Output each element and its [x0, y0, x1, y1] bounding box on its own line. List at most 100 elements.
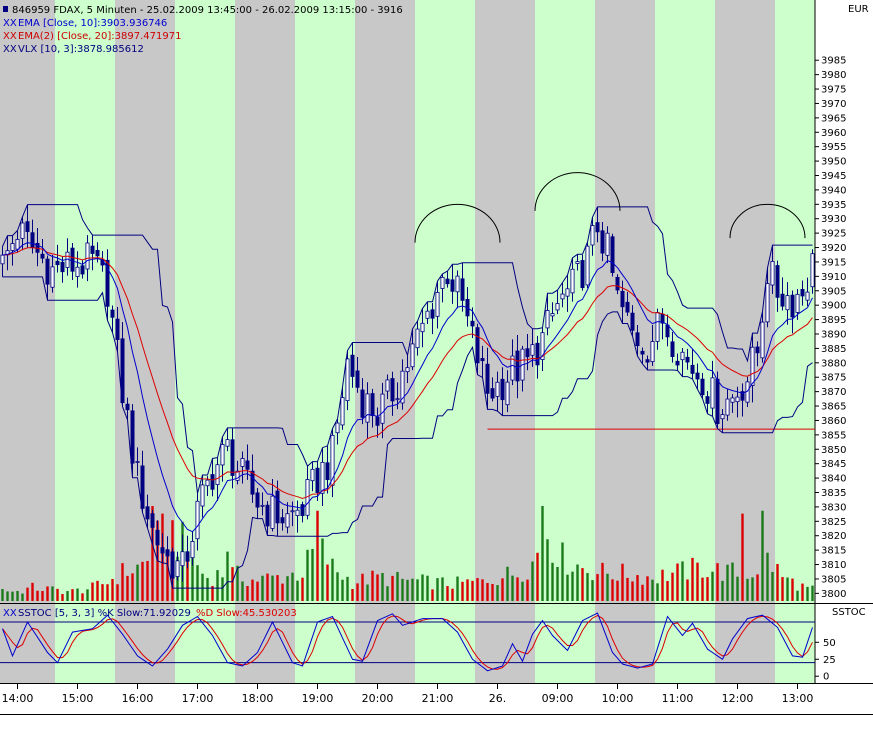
volume-bar	[106, 584, 109, 601]
candle-body	[390, 378, 395, 402]
candle-body	[195, 500, 200, 540]
candle-body	[250, 470, 255, 495]
price-tick-label: 3905	[821, 286, 846, 297]
candle	[55, 244, 60, 273]
volume-bar	[616, 580, 619, 601]
candle	[45, 255, 50, 301]
volume-bar	[391, 575, 394, 601]
candle	[110, 305, 115, 333]
volume-bar	[691, 557, 694, 601]
volume-bar	[341, 579, 344, 601]
header-marker	[3, 6, 8, 12]
candle-body	[525, 348, 530, 358]
candle	[570, 257, 575, 302]
price-tick-label: 3825	[821, 517, 846, 528]
candle-body	[635, 332, 640, 347]
candle-body	[810, 253, 815, 288]
session-band-grey	[115, 0, 175, 683]
candle-body	[240, 458, 245, 467]
volume-bar	[246, 585, 249, 601]
volume-bar	[756, 574, 759, 601]
volume-bar	[476, 578, 479, 601]
candle-body	[40, 253, 45, 259]
candle-body	[315, 467, 320, 494]
candle	[650, 324, 655, 366]
price-tick-label: 3890	[821, 329, 846, 340]
price-tick-label: 3965	[821, 113, 846, 124]
candle-body	[570, 268, 575, 294]
volume-bar	[81, 593, 84, 601]
candle	[500, 367, 505, 416]
candle	[535, 335, 540, 379]
candle	[455, 270, 460, 309]
candle-body	[175, 560, 180, 577]
volume-bar	[436, 578, 439, 601]
volume-bar	[651, 579, 654, 601]
session-band-green	[175, 0, 235, 683]
price-tick-label: 3820	[821, 531, 846, 542]
price-tick-label: 3910	[821, 272, 846, 283]
session-band-grey	[475, 0, 535, 683]
candle-body	[720, 414, 725, 420]
stoch-tick-label: 0	[823, 672, 829, 683]
candle-body	[535, 342, 540, 366]
candle	[490, 377, 495, 402]
volume-bar	[576, 564, 579, 601]
candle-body	[220, 444, 225, 466]
candle-body	[310, 468, 315, 482]
volume-bar	[276, 575, 279, 601]
candle-body	[155, 529, 160, 546]
session-band-green	[415, 0, 475, 683]
candle	[285, 502, 290, 534]
volume-bar	[11, 591, 14, 601]
candle-body	[435, 292, 440, 317]
candle-body	[230, 439, 235, 476]
volume-bar	[306, 549, 309, 601]
candle	[695, 363, 700, 390]
volume-bar	[611, 579, 614, 601]
time-tick-label: 13:00	[782, 692, 814, 705]
candle	[325, 445, 330, 494]
candle-body	[235, 470, 240, 481]
candle	[420, 308, 425, 348]
candle-body	[80, 265, 85, 275]
volume-bar	[291, 572, 294, 601]
candle-body	[135, 461, 140, 463]
candle	[415, 321, 420, 356]
volume-bar	[221, 577, 224, 601]
candle-body	[260, 504, 265, 507]
candle-body	[350, 354, 355, 377]
volume-bar	[501, 578, 504, 601]
volume-bar	[16, 590, 19, 601]
candle	[170, 547, 175, 589]
candle-body	[780, 293, 785, 307]
candle-body	[20, 222, 25, 239]
candle	[525, 334, 530, 371]
session-band-grey	[715, 0, 775, 683]
volume-bar	[471, 580, 474, 601]
candle	[445, 271, 450, 288]
candle-body	[200, 484, 205, 507]
candle-body	[450, 279, 455, 292]
candle-body	[215, 464, 220, 485]
candle	[90, 235, 95, 271]
candle-body	[800, 288, 805, 297]
price-tick-label: 3895	[821, 315, 846, 326]
candle-body	[405, 367, 410, 373]
candle-body	[795, 293, 800, 313]
candle	[250, 454, 255, 503]
volume-bar	[481, 579, 484, 601]
stoch-legend-d: %D Slow:45.530203	[196, 608, 297, 619]
candle-body	[10, 243, 15, 251]
volume-bar	[736, 576, 739, 601]
candle-body	[265, 504, 270, 527]
candle	[310, 461, 315, 492]
volume-bar	[356, 583, 359, 601]
candle	[105, 249, 110, 321]
candle	[710, 360, 715, 417]
candle-body	[475, 327, 480, 364]
vlx-upper-line	[2, 204, 813, 494]
price-tick-label: 3880	[821, 358, 846, 369]
volume-bar	[331, 558, 334, 601]
candle-body	[400, 370, 405, 404]
